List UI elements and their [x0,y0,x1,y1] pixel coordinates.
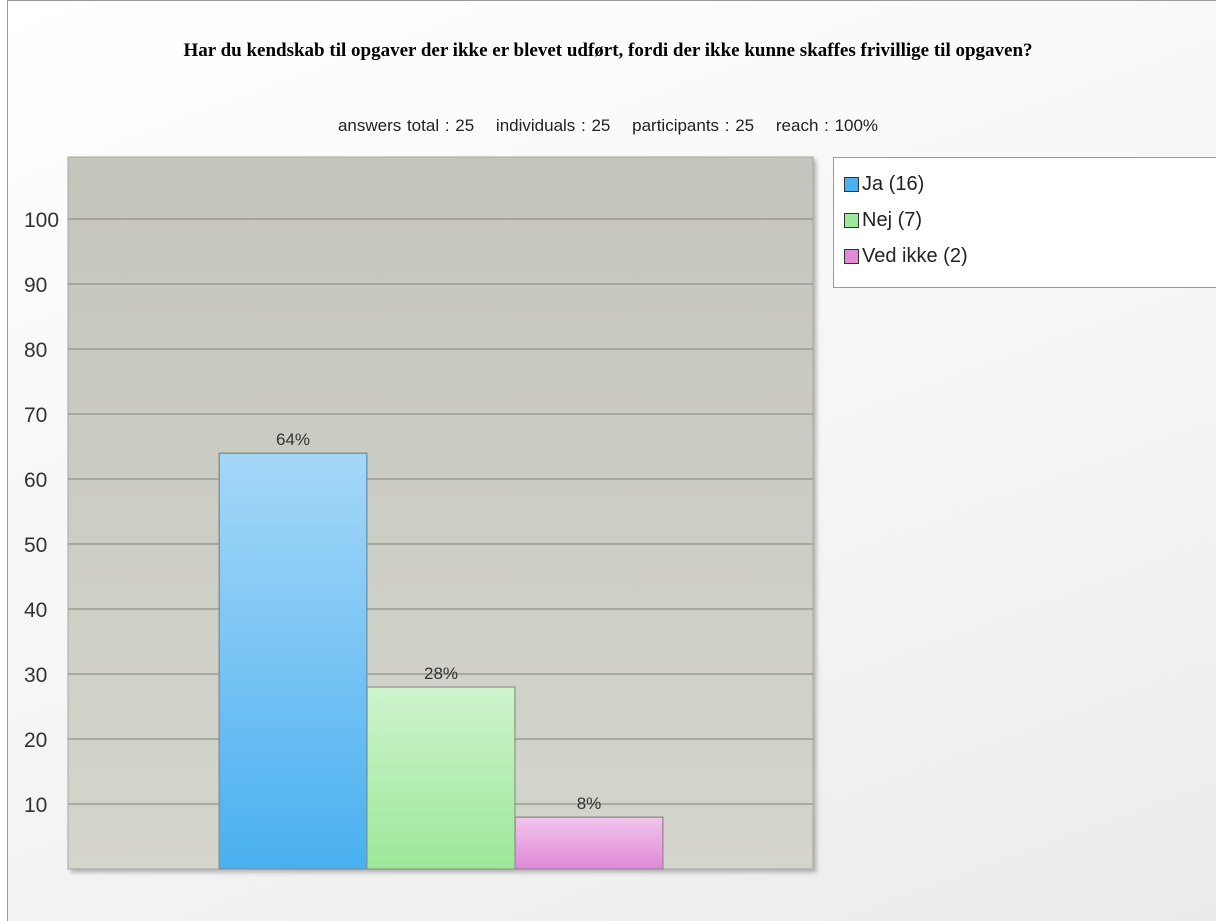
y-tick-label: 90 [24,274,47,297]
y-tick-label: 100 [24,209,59,232]
legend-label-ved-ikke: Ved ikke (2) [862,244,968,267]
legend: Ja (16) Nej (7) Ved ikke (2) [833,157,1216,288]
legend-swatch-nej [844,212,859,228]
bar-highlight-2 [516,818,662,868]
stat-participants: participants : 25 [632,116,755,135]
legend-swatch-ved-ikke [844,248,859,264]
legend-swatch-ja [844,176,859,192]
stat-individuals: individuals : 25 [495,116,611,135]
chart-title: Har du kendskab til opgaver der ikke er … [183,40,1033,61]
legend-item-nej: Nej (7) [834,202,1216,238]
y-tick-label: 40 [24,599,47,622]
bar-value-label: 8% [577,794,602,813]
y-tick-label: 30 [24,664,47,687]
stats-line: answers total : 25 individuals : 25 part… [0,116,1216,136]
bar-value-label: 64% [276,430,310,449]
legend-item-ja: Ja (16) [834,166,1216,202]
y-tick-label: 80 [24,339,47,362]
legend-label-nej: Nej (7) [862,208,923,231]
y-tick-label: 50 [24,534,47,557]
stat-answers-total: answers total : 25 [337,116,475,135]
y-tick-label: 70 [24,404,47,427]
bar-value-label: 28% [424,664,458,683]
y-tick-label: 10 [24,794,47,817]
y-tick-label: 60 [24,469,47,492]
bar-highlight-1 [368,688,514,868]
y-tick-label: 20 [24,729,47,752]
bar-highlight-0 [220,454,366,868]
stat-reach: reach : 100% [775,116,879,135]
legend-label-ja: Ja (16) [862,172,925,195]
legend-item-ved-ikke: Ved ikke (2) [834,238,1216,274]
